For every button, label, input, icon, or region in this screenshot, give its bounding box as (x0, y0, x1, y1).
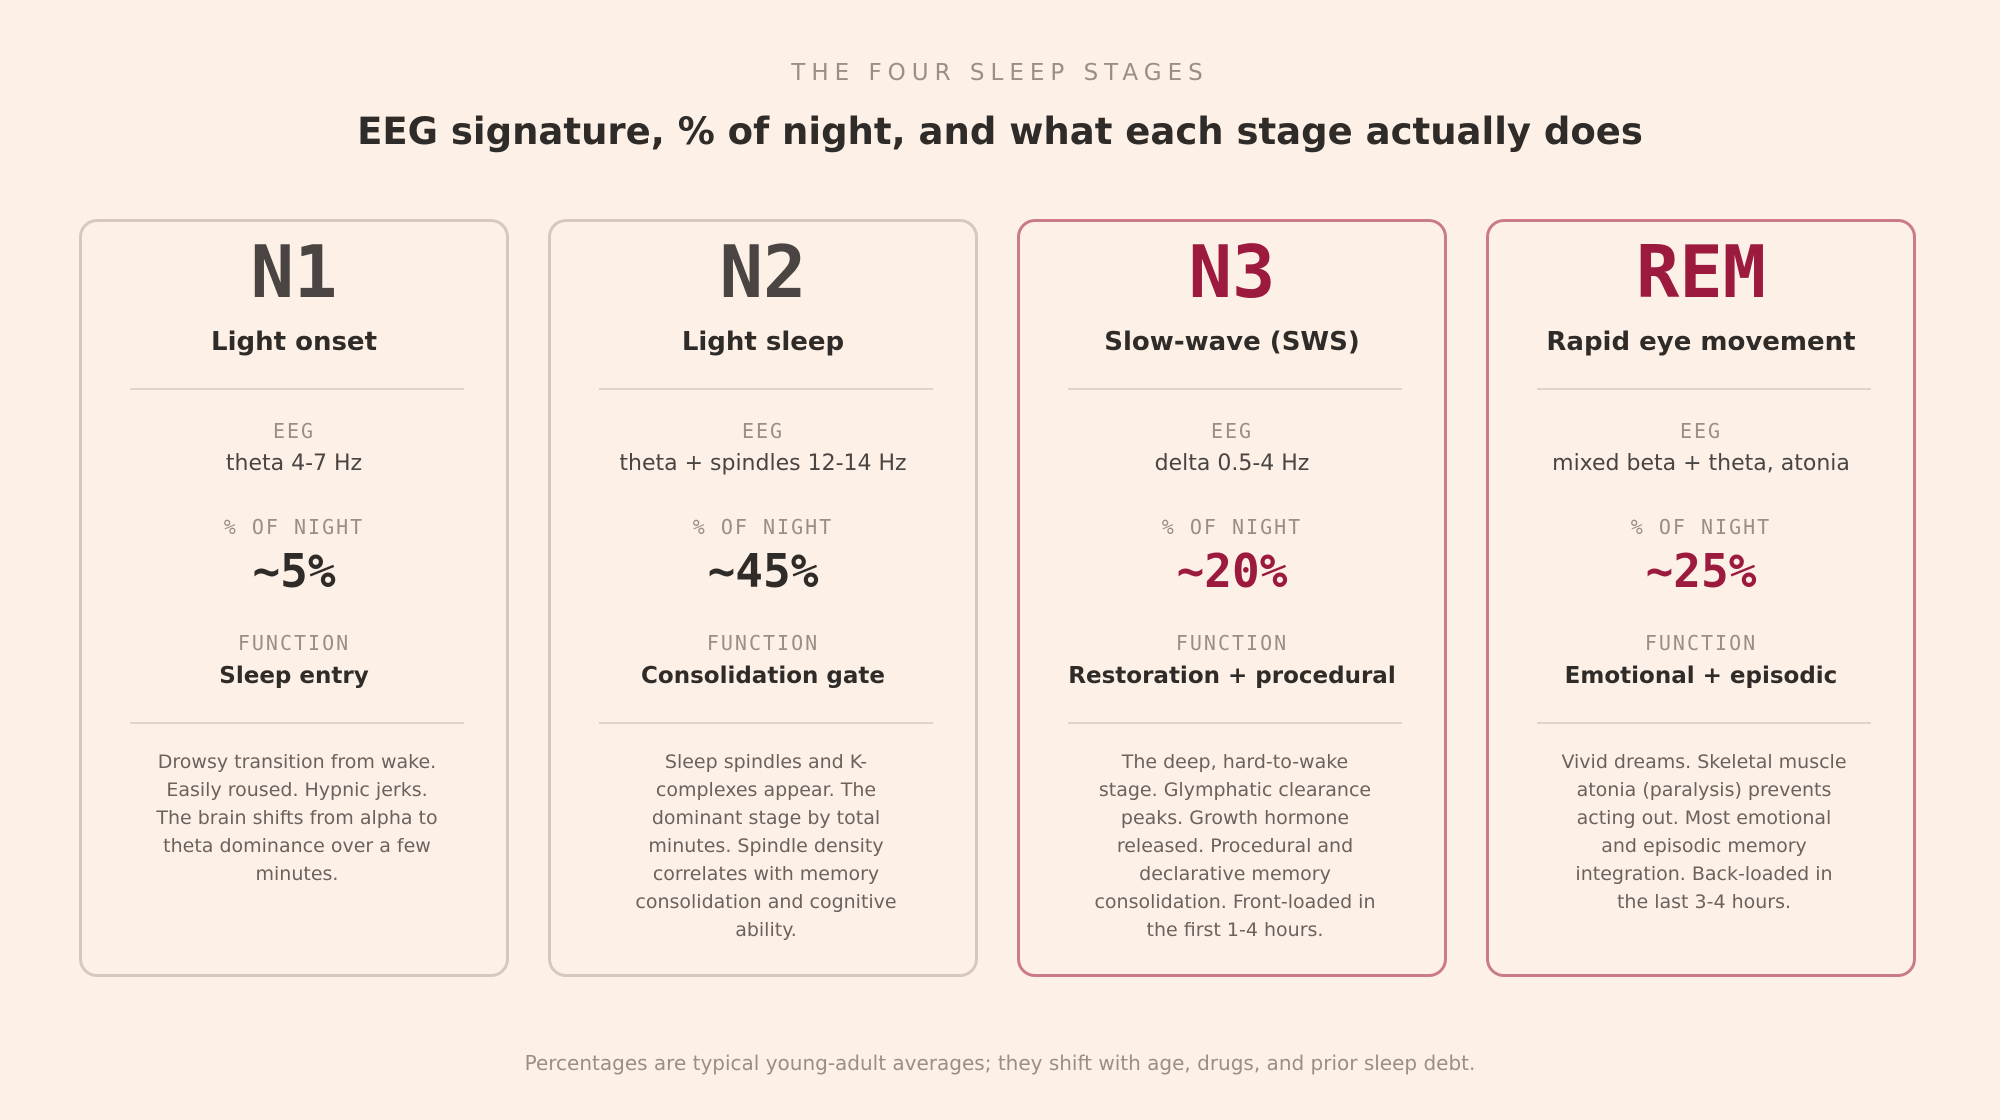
stage-name: Light sleep (681, 327, 845, 357)
stage-description: Drowsy transition from wake. Easily rous… (156, 751, 438, 885)
eyebrow-heading: THE FOUR SLEEP STAGES (791, 60, 1209, 86)
divider (1068, 722, 1402, 724)
eeg-label: EEG (1210, 419, 1254, 443)
stage-description: Vivid dreams. Skeletal muscle atonia (pa… (1561, 751, 1847, 913)
stage-name: Rapid eye movement (1546, 327, 1856, 357)
eeg-label: EEG (272, 419, 316, 443)
function-value: Consolidation gate (641, 663, 885, 689)
percent-value: ~20% (1176, 544, 1288, 598)
percent-value: ~5% (252, 544, 336, 598)
eeg-label: EEG (741, 419, 785, 443)
divider (130, 388, 464, 390)
stage-card-n2: N2 Light sleep EEG theta + spindles 12-1… (548, 219, 978, 977)
percent-value: ~25% (1645, 544, 1757, 598)
stage-description: The deep, hard-to-wake stage. Glymphatic… (1094, 751, 1376, 941)
function-value: Emotional + episodic (1564, 663, 1838, 689)
stage-card-rem: REM Rapid eye movement EEG mixed beta + … (1486, 219, 1916, 977)
footnote: Percentages are typical young-adult aver… (524, 1051, 1476, 1075)
stage-code: REM (1635, 230, 1767, 314)
function-label: FUNCTION (706, 631, 820, 655)
stage-description: Sleep spindles and K-complexes appear. T… (635, 751, 897, 941)
function-label: FUNCTION (1175, 631, 1289, 655)
divider (1537, 388, 1871, 390)
stage-code: N3 (1188, 230, 1276, 314)
stage-code: N2 (719, 230, 807, 314)
percent-label: % OF NIGHT (1161, 515, 1303, 539)
percent-label: % OF NIGHT (692, 515, 834, 539)
eeg-value: mixed beta + theta, atonia (1552, 451, 1850, 476)
stage-name: Light onset (211, 327, 377, 357)
percent-label: % OF NIGHT (223, 515, 365, 539)
divider (599, 388, 933, 390)
stage-card-n1: N1 Light onset EEG theta 4-7 Hz % OF NIG… (79, 219, 509, 977)
page-title: EEG signature, % of night, and what each… (357, 110, 1643, 153)
stage-name: Slow-wave (SWS) (1104, 327, 1360, 357)
eeg-value: theta 4-7 Hz (225, 451, 363, 476)
eeg-value: delta 0.5-4 Hz (1154, 451, 1310, 476)
divider (599, 722, 933, 724)
stage-card-n3: N3 Slow-wave (SWS) EEG delta 0.5-4 Hz % … (1017, 219, 1447, 977)
stage-cards: N1 Light onset EEG theta 4-7 Hz % OF NIG… (79, 219, 1921, 981)
function-value: Restoration + procedural (1068, 663, 1396, 689)
divider (130, 722, 464, 724)
divider (1068, 388, 1402, 390)
function-label: FUNCTION (237, 631, 351, 655)
function-value: Sleep entry (219, 663, 369, 689)
stage-code: N1 (250, 230, 338, 314)
divider (1537, 722, 1871, 724)
percent-label: % OF NIGHT (1630, 515, 1772, 539)
function-label: FUNCTION (1644, 631, 1758, 655)
eeg-value: theta + spindles 12-14 Hz (619, 451, 907, 476)
eeg-label: EEG (1679, 419, 1723, 443)
percent-value: ~45% (707, 544, 819, 598)
